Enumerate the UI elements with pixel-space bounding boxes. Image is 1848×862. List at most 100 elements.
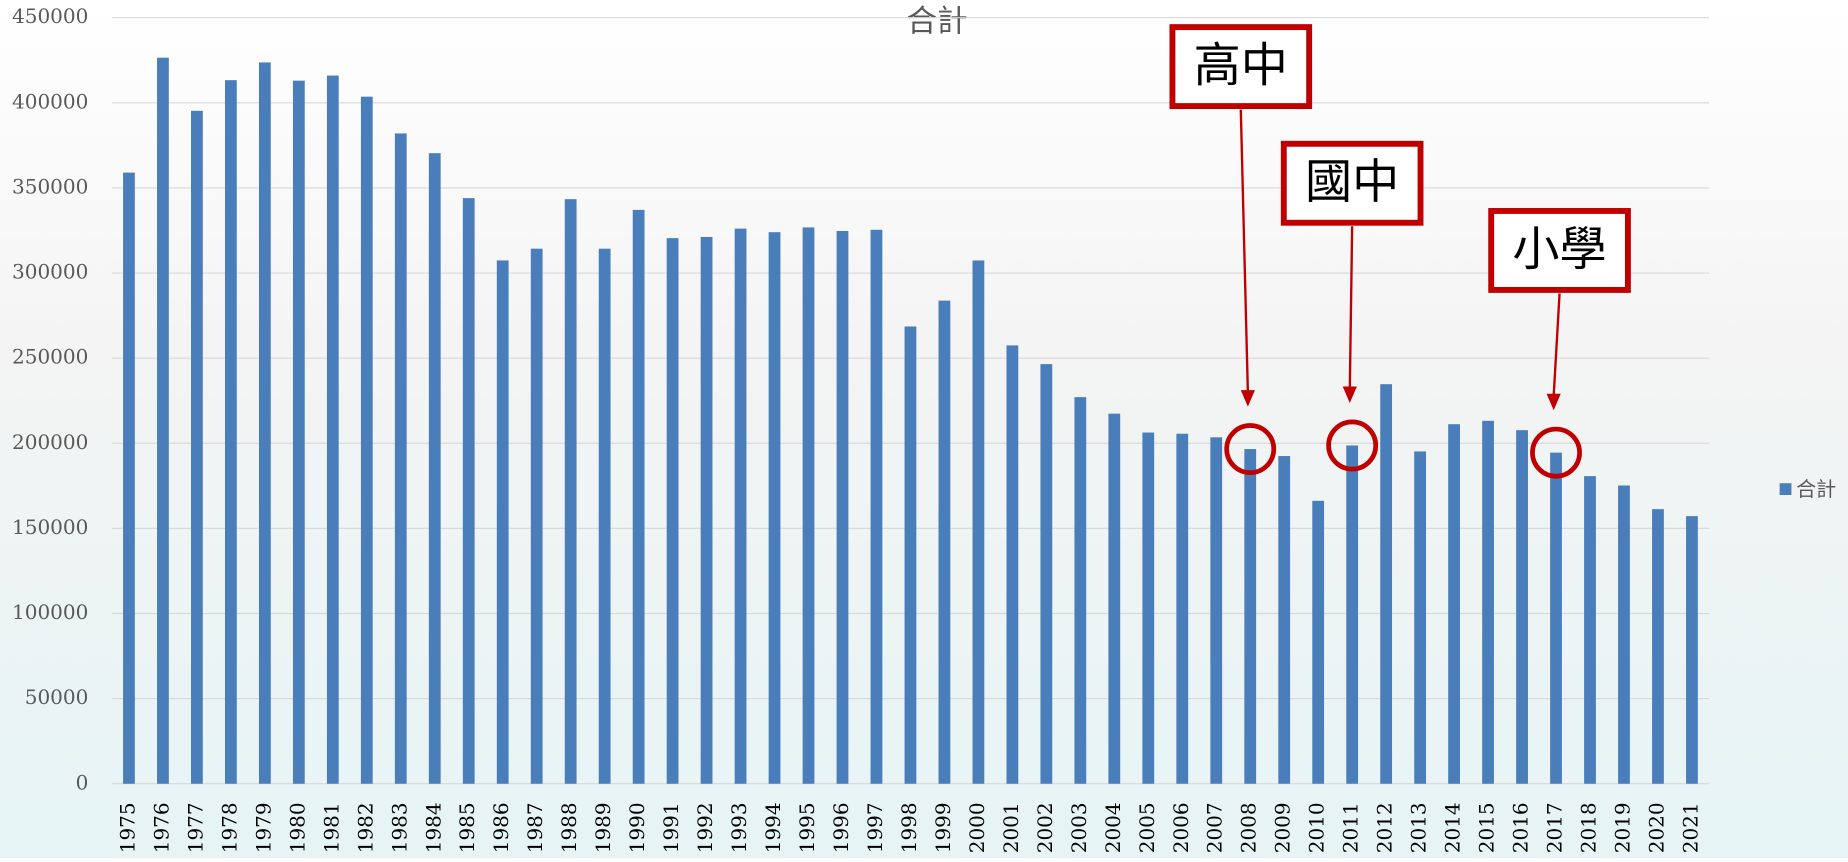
x-tick-label: 2009: [1271, 802, 1295, 853]
y-tick-label: 100000: [12, 600, 88, 624]
y-tick-label: 400000: [12, 89, 88, 113]
bar: [803, 227, 815, 783]
annotation-arrow: [1350, 226, 1352, 389]
x-tick-label: 1979: [251, 802, 275, 853]
bar: [1380, 384, 1392, 784]
x-tick-label: 2002: [1033, 802, 1057, 853]
annotation-arrowhead: [1241, 390, 1255, 407]
legend-swatch: [1780, 483, 1792, 495]
x-tick-label: 1993: [727, 802, 751, 853]
bar: [735, 229, 747, 784]
x-tick-label: 2007: [1203, 802, 1227, 853]
x-tick-label: 1991: [659, 802, 683, 853]
x-tick-label: 2001: [999, 802, 1023, 853]
x-tick-label: 1999: [931, 802, 955, 853]
bar: [1686, 516, 1698, 784]
bar: [769, 232, 781, 784]
bar: [837, 231, 849, 784]
bar: [1210, 437, 1222, 783]
bar: [905, 326, 917, 783]
x-tick-label: 2019: [1610, 802, 1634, 853]
bar: [1346, 445, 1358, 783]
x-tick-label: 1978: [217, 802, 241, 853]
bar: [497, 260, 509, 783]
x-tick-label: 1997: [863, 802, 887, 853]
x-tick-label: 1988: [557, 802, 581, 853]
legend-label: 合計: [1796, 477, 1836, 501]
bar: [225, 80, 237, 784]
annotation-arrowhead: [1343, 387, 1357, 404]
bar: [1652, 509, 1664, 784]
bar: [871, 230, 883, 784]
bar: [1312, 501, 1324, 784]
x-tick-label: 1987: [523, 802, 547, 853]
x-tick-label: 2011: [1339, 802, 1363, 853]
x-tick-label: 2010: [1305, 802, 1329, 853]
bar: [1278, 456, 1290, 784]
bar: [1550, 453, 1562, 784]
y-tick-label: 250000: [12, 345, 88, 369]
x-tick-label: 1996: [829, 802, 853, 853]
x-tick-label: 1980: [285, 802, 309, 853]
y-tick-label: 450000: [12, 4, 88, 28]
bar: [327, 76, 339, 784]
page: 合計 0500001000001500002000002500003000003…: [0, 0, 1848, 858]
x-tick-label: 1995: [795, 802, 819, 853]
annotation-label: 國中: [1305, 155, 1399, 210]
bar: [1482, 421, 1494, 784]
bar: [1176, 434, 1188, 784]
annotation-arrowhead: [1547, 394, 1561, 411]
x-tick-label: 2018: [1577, 802, 1601, 853]
bar: [1074, 397, 1086, 784]
bar: [701, 237, 713, 784]
bar: [123, 173, 135, 784]
x-tick-label: 1994: [761, 802, 785, 853]
bar: [1516, 430, 1528, 784]
x-tick-label: 1984: [421, 802, 445, 853]
x-tick-label: 1981: [319, 802, 343, 853]
chart: 合計 0500001000001500002000002500003000003…: [0, 0, 1848, 858]
y-tick-label: 50000: [25, 685, 89, 709]
x-tick-label: 2021: [1678, 802, 1702, 853]
x-tick-label: 1989: [591, 802, 615, 853]
y-tick-label: 200000: [12, 430, 88, 454]
x-tick-label: 2013: [1407, 802, 1431, 853]
bar: [463, 198, 475, 784]
bar: [1618, 485, 1630, 783]
bar: [1584, 476, 1596, 784]
y-tick-label: 350000: [12, 174, 88, 198]
bar: [293, 81, 305, 784]
bar: [1006, 345, 1018, 783]
annotation-label: 高中: [1194, 39, 1288, 94]
x-tick-label: 2003: [1067, 802, 1091, 853]
x-tick-label: 2012: [1373, 802, 1397, 853]
bar: [599, 249, 611, 784]
x-tick-label: 2006: [1169, 802, 1193, 853]
x-tick-label: 1985: [455, 802, 479, 853]
y-tick-label: 0: [76, 770, 89, 794]
chart-title: 合計: [906, 5, 967, 40]
x-tick-label: 1992: [693, 802, 717, 853]
bar: [939, 301, 951, 784]
x-tick-label: 1975: [115, 802, 139, 853]
x-tick-label: 1998: [897, 802, 921, 853]
annotation-label: 小學: [1512, 222, 1606, 277]
x-tick-label: 2004: [1101, 802, 1125, 853]
bar: [157, 58, 169, 784]
bar: [633, 210, 645, 784]
x-tick-label: 1982: [353, 802, 377, 853]
x-tick-label: 2008: [1237, 802, 1261, 853]
y-tick-label: 150000: [12, 515, 88, 539]
x-tick-label: 2005: [1135, 802, 1159, 853]
bar: [565, 199, 577, 784]
bar: [1448, 424, 1460, 784]
bar: [667, 238, 679, 784]
annotation-arrow: [1241, 110, 1248, 393]
bar: [361, 97, 373, 784]
x-tick-label: 2017: [1543, 802, 1567, 853]
bar: [191, 111, 203, 784]
x-tick-label: 1986: [489, 802, 513, 853]
bar: [531, 249, 543, 784]
x-tick-label: 2015: [1475, 802, 1499, 853]
x-tick-label: 2000: [965, 802, 989, 853]
